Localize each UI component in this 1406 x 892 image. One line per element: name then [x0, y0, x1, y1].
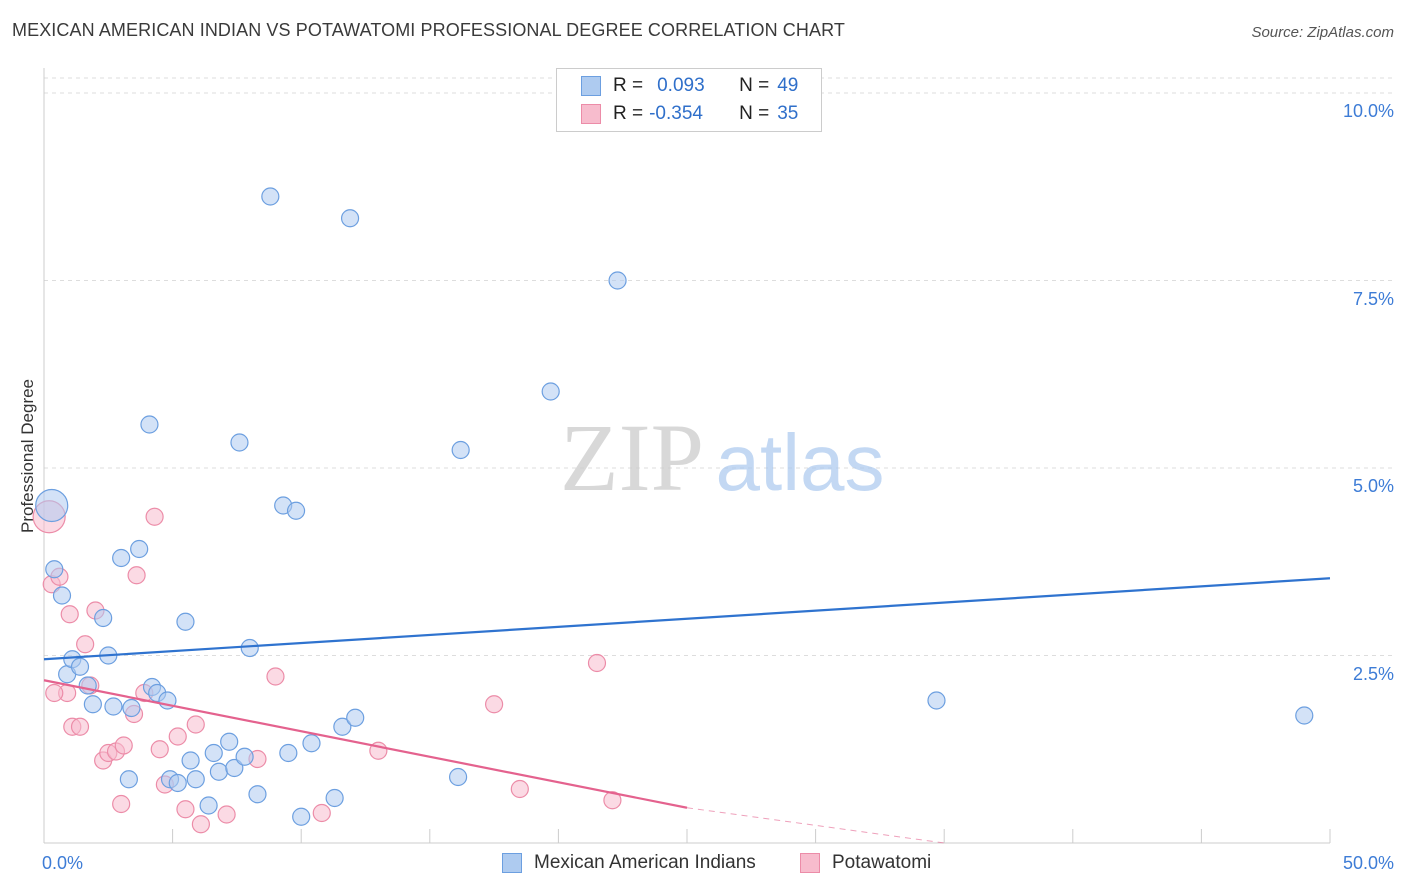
pink-point	[587, 653, 607, 673]
legend-n-label: N =	[739, 75, 770, 96]
pink-point	[60, 605, 79, 624]
legend-r-value: -0.354	[649, 103, 703, 124]
blue-point	[333, 717, 352, 736]
blue-point	[448, 767, 468, 787]
legend-row-blue: R = 0.093 N = 49	[581, 74, 798, 98]
pink-point	[45, 683, 64, 703]
series-legend-pink: Potawatomi	[800, 852, 931, 874]
blue-point	[261, 187, 280, 206]
pink-point	[127, 566, 146, 585]
blue-point	[325, 788, 344, 808]
blue-point	[230, 433, 249, 452]
blue-point	[279, 743, 298, 763]
trend-lines	[43, 577, 1331, 844]
blue-point	[181, 751, 200, 770]
pink-point	[168, 727, 187, 746]
blue-point	[204, 743, 223, 763]
pink-point	[312, 803, 331, 823]
blue-point	[122, 698, 141, 718]
blue-point	[112, 548, 131, 568]
gridlines	[44, 77, 1392, 656]
source-note: Source: ZipAtlas.com	[1251, 24, 1394, 41]
blue-point	[292, 807, 311, 826]
axes	[43, 68, 1331, 844]
pink-point	[485, 695, 504, 714]
watermark-zip: ZIP	[560, 404, 704, 511]
pink-point	[217, 805, 236, 824]
blue-point	[199, 796, 218, 815]
pink-point	[186, 715, 205, 734]
blue-point	[220, 732, 239, 751]
blue-point	[451, 440, 470, 460]
watermark: ZIP atlas	[560, 404, 884, 511]
correlation-legend: R = 0.093 N = 49 R = -0.354 N = 35	[556, 68, 822, 132]
pink-point	[150, 740, 169, 759]
blue-point	[45, 560, 64, 579]
blue-point	[119, 770, 138, 789]
legend-swatch-pink	[581, 104, 601, 124]
y-tick-label: 7.5%	[1352, 288, 1394, 309]
pink-point	[176, 800, 195, 819]
series-label-blue: Mexican American Indians	[534, 852, 756, 873]
pink-point	[266, 667, 285, 686]
pink-point	[76, 635, 95, 654]
y-tick-label: 10.0%	[1342, 101, 1394, 121]
blue-point	[168, 773, 187, 793]
series-label-pink: Potawatomi	[832, 852, 932, 873]
blue-point	[340, 209, 360, 228]
legend-r-label: R =	[613, 103, 644, 124]
legend-r-label: R =	[613, 75, 644, 96]
x-tick-label-min: 0.0%	[42, 853, 84, 873]
blue-point	[78, 676, 97, 695]
pink-point	[145, 507, 164, 526]
blue-point	[176, 612, 195, 631]
trend-line-blue	[43, 577, 1331, 661]
legend-swatch-blue	[581, 76, 601, 96]
blue-point	[608, 271, 627, 290]
blue-point	[240, 638, 259, 658]
trend-line-pink	[43, 679, 688, 809]
legend-n-value: 35	[777, 103, 799, 124]
pink-point	[112, 794, 131, 814]
chart-title: MEXICAN AMERICAN INDIAN VS POTAWATOMI PR…	[12, 20, 845, 40]
blue-point	[70, 657, 90, 676]
pink-point	[191, 815, 210, 834]
blue-point	[346, 708, 365, 727]
mexican-american-indians-points	[35, 187, 1314, 826]
blue-point	[1295, 706, 1314, 725]
blue-point	[541, 382, 560, 401]
pink-point	[70, 717, 90, 736]
blue-point	[927, 691, 946, 710]
series-swatch-blue	[502, 853, 522, 873]
watermark-atlas: atlas	[716, 418, 885, 507]
pink-point	[603, 791, 622, 810]
blue-point	[83, 695, 102, 714]
blue-point	[235, 747, 254, 766]
blue-point	[248, 785, 267, 804]
pink-point	[510, 779, 529, 799]
legend-n-value: 49	[777, 75, 799, 96]
blue-point	[225, 758, 244, 778]
blue-point	[94, 608, 113, 628]
blue-point	[209, 762, 228, 781]
y-tick-label: 2.5%	[1352, 663, 1394, 684]
x-tick-label-max: 50.0%	[1342, 853, 1394, 873]
blue-point	[186, 770, 205, 789]
legend-row-pink: R = -0.354 N = 35	[581, 102, 798, 126]
y-tick-label: 5.0%	[1352, 476, 1394, 496]
series-legend-blue: Mexican American Indians	[502, 852, 756, 874]
blue-point	[130, 539, 149, 559]
blue-point	[286, 501, 306, 520]
blue-point	[140, 415, 159, 434]
series-swatch-pink	[800, 853, 820, 873]
blue-point	[302, 734, 321, 753]
blue-point	[104, 697, 123, 716]
pink-point	[114, 736, 133, 755]
blue-point	[52, 586, 72, 605]
legend-r-value: 0.093	[657, 75, 705, 96]
legend-n-label: N =	[739, 103, 770, 124]
blue-point	[35, 488, 69, 523]
